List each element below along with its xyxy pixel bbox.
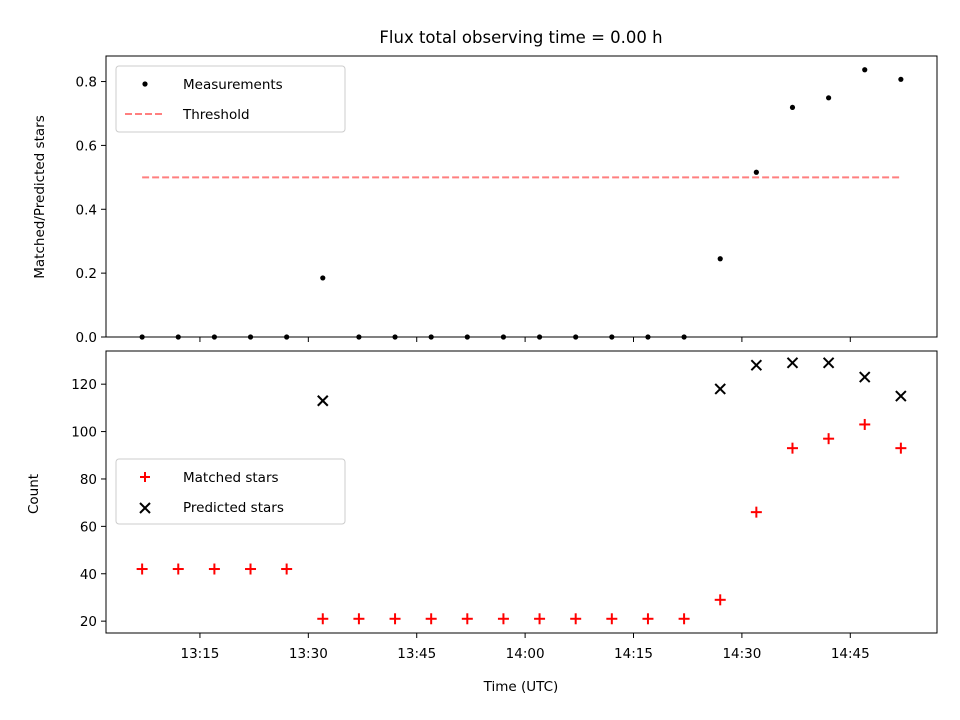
matched-stars-point xyxy=(895,442,907,454)
matched-stars-point xyxy=(353,613,365,625)
measurements-legend-marker xyxy=(142,81,148,87)
matched-stars-legend-label: Matched stars xyxy=(183,470,279,486)
matched-stars-point xyxy=(281,563,293,575)
top-y-tick-label: 0.0 xyxy=(76,330,97,346)
matched-stars-point xyxy=(570,613,582,625)
bottom-y-tick-label: 60 xyxy=(80,519,97,535)
matched-stars-point xyxy=(389,613,401,625)
matched-stars-point xyxy=(245,563,257,575)
predicted-stars-point xyxy=(317,395,329,407)
matched-stars-point xyxy=(497,613,509,625)
bottom-y-axis-label: Count xyxy=(26,474,42,514)
bottom-y-tick-label: 40 xyxy=(80,567,97,583)
matched-stars-point xyxy=(714,594,726,606)
measurement-point xyxy=(717,256,723,262)
measurement-point xyxy=(789,104,796,111)
top-panel: Flux total observing time = 0.00 h Match… xyxy=(32,28,938,346)
matched-stars-point xyxy=(750,506,762,518)
predicted-stars-point xyxy=(714,383,726,395)
predicted-stars-point xyxy=(859,371,871,383)
matched-stars-point xyxy=(678,613,690,625)
predicted-stars-point xyxy=(750,359,763,371)
matched-stars-point xyxy=(461,613,473,625)
threshold-legend-label: Threshold xyxy=(182,107,250,123)
predicted-stars-series xyxy=(317,357,907,407)
predicted-stars-legend-label: Predicted stars xyxy=(183,500,284,516)
matched-stars-point xyxy=(172,563,184,575)
matched-stars-point xyxy=(606,613,618,625)
measurement-point xyxy=(862,67,868,73)
top-y-ticks: 0.0 0.2 0.4 0.6 0.8 xyxy=(76,75,106,346)
matched-stars-legend-marker xyxy=(140,472,150,482)
bottom-y-tick-label: 120 xyxy=(71,377,97,393)
predicted-stars-point xyxy=(822,357,835,369)
matched-stars-point xyxy=(859,418,871,430)
bottom-x-tick-label: 14:30 xyxy=(722,646,761,662)
bottom-x-tick-label: 14:00 xyxy=(506,646,545,662)
bottom-plot-frame xyxy=(105,350,938,634)
matched-stars-series xyxy=(136,418,907,625)
predicted-stars-point xyxy=(895,390,907,402)
measurement-point xyxy=(898,76,904,82)
bottom-x-tick-label: 13:30 xyxy=(289,646,328,662)
measurement-point xyxy=(753,169,759,175)
bottom-y-tick-label: 20 xyxy=(80,614,97,630)
matched-stars-point xyxy=(136,563,148,575)
top-plot-frame xyxy=(105,55,938,338)
bottom-legend: Matched stars Predicted stars xyxy=(115,458,346,525)
bottom-x-tick-label: 14:15 xyxy=(614,646,653,662)
top-legend-box xyxy=(115,65,346,133)
matched-stars-point xyxy=(786,442,798,454)
measurement-point xyxy=(826,95,832,101)
bottom-x-tick-label: 13:15 xyxy=(180,646,219,662)
bottom-x-axis-label: Time (UTC) xyxy=(483,679,559,695)
bottom-x-ticks: 13:15 13:30 13:45 14:00 14:15 14:30 14:45 xyxy=(180,633,870,662)
matched-stars-point xyxy=(317,613,329,625)
measurement-point xyxy=(320,275,326,281)
top-y-tick-label: 0.2 xyxy=(76,266,97,282)
top-x-ticks xyxy=(199,337,851,342)
top-y-tick-label: 0.4 xyxy=(76,202,97,218)
bottom-x-tick-label: 13:45 xyxy=(397,646,436,662)
bottom-y-ticks: 20 40 60 80 100 120 xyxy=(71,377,106,630)
matched-stars-point xyxy=(425,613,437,625)
predicted-stars-point xyxy=(786,357,799,369)
predicted-stars-legend-marker xyxy=(139,502,151,514)
bottom-y-tick-label: 100 xyxy=(71,425,97,441)
bottom-legend-box xyxy=(115,458,346,525)
matched-stars-point xyxy=(534,613,546,625)
top-y-tick-label: 0.6 xyxy=(76,138,97,154)
top-legend: Measurements Threshold xyxy=(115,65,346,133)
measurements-legend-label: Measurements xyxy=(183,77,283,93)
bottom-y-tick-label: 80 xyxy=(80,472,97,488)
matched-stars-point xyxy=(642,613,654,625)
top-chart-title: Flux total observing time = 0.00 h xyxy=(379,28,662,47)
matched-stars-point xyxy=(208,563,220,575)
top-y-tick-label: 0.8 xyxy=(76,75,97,91)
bottom-x-tick-label: 14:45 xyxy=(831,646,870,662)
top-y-axis-label: Matched/Predicted stars xyxy=(32,115,48,278)
matched-stars-point xyxy=(823,433,835,445)
